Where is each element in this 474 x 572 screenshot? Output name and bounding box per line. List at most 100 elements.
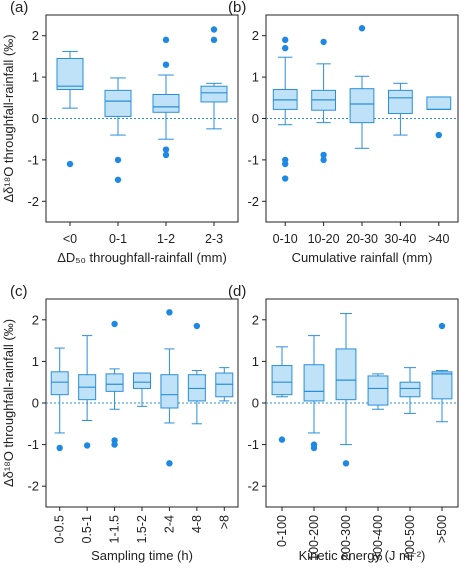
y-tick-label: 1 [252, 70, 259, 85]
box->8 [215, 367, 234, 402]
x-tick-label: 2-4 [162, 515, 176, 533]
iqr-box [104, 89, 132, 117]
outlier-point [166, 309, 173, 316]
x-tick-label: 300-400 [371, 515, 385, 561]
box-4-8 [187, 322, 206, 425]
outlier-point [320, 156, 327, 164]
box->500 [431, 322, 453, 423]
panel-d: -2 -1 0 1 2 0-100 100-200 200-300 300-400 400-500… [228, 283, 459, 563]
outlier-point [320, 151, 327, 159]
x-tick-label: 1.5-2 [135, 515, 149, 544]
outlier-point [66, 160, 74, 168]
outlier-point [111, 320, 118, 328]
x-tick-label: 1-2 [157, 232, 175, 246]
iqr-box [160, 374, 179, 409]
outlier-point [162, 151, 170, 159]
panel-label: (d) [228, 283, 246, 300]
outlier-point [162, 61, 170, 68]
y-tick-label: -2 [247, 194, 259, 209]
y-axis-title: Δδ¹⁸O throughfall-rainfall (‰) [1, 319, 16, 487]
box-<0 [56, 50, 84, 168]
outlier-point [435, 131, 442, 139]
outlier-point [162, 146, 170, 153]
x-axis-title: Cumulative rainfall (mm) [292, 250, 433, 265]
outlier-point [438, 322, 446, 330]
y-tick-label: 1 [32, 354, 39, 369]
box-10-20 [311, 38, 337, 164]
box-2-4 [160, 309, 179, 467]
iqr-box [50, 371, 69, 396]
outlier-point [114, 176, 122, 183]
x-tick-label: 200-300 [339, 515, 353, 561]
x-tick-label: 4-8 [190, 515, 204, 533]
box-1.5-2 [132, 372, 152, 407]
x-tick-label: 0-10 [273, 232, 298, 246]
x-tick-label: 1-1.5 [108, 515, 122, 544]
outlier-point [111, 441, 118, 448]
outlier-point [320, 38, 327, 46]
x-tick-label: >8 [217, 515, 231, 529]
box-0-1 [104, 77, 132, 183]
x-tick-label: >40 [428, 232, 449, 246]
panel-label: (b) [228, 0, 246, 16]
iqr-box [349, 88, 375, 124]
iqr-box [187, 374, 206, 402]
panel-label: (c) [10, 283, 28, 300]
box-200-300 [335, 313, 357, 467]
iqr-box [152, 93, 180, 113]
y-tick-label: -1 [247, 152, 259, 167]
iqr-box [132, 372, 152, 389]
panel-label: (a) [10, 0, 28, 16]
iqr-box [105, 373, 124, 392]
x-tick-label: <0 [63, 232, 77, 246]
y-tick-label: -1 [247, 437, 259, 452]
outlier-point [342, 460, 350, 467]
box-30-40 [387, 82, 413, 136]
outlier-point [282, 36, 289, 44]
x-tick-label: 400-500 [403, 515, 417, 561]
iqr-box [56, 57, 84, 91]
outlier-point [210, 36, 218, 44]
x-tick-label: 10-20 [308, 232, 340, 246]
box-20-30 [349, 25, 375, 149]
box-1-2 [152, 36, 180, 159]
y-tick-label: 1 [252, 354, 259, 369]
iqr-box [431, 371, 453, 400]
outlier-point [282, 44, 289, 52]
x-tick-label: 0-0.5 [53, 515, 67, 544]
outlier-point [162, 36, 170, 44]
outlier-point [166, 460, 173, 467]
box-0.5-1 [78, 335, 97, 449]
outlier-point [193, 322, 201, 330]
y-tick-label: 2 [32, 312, 39, 327]
x-axis-title: ΔD₅₀ throughfall-rainfall (mm) [57, 250, 227, 265]
x-tick-label: 30-40 [384, 232, 416, 246]
outlier-point [114, 156, 122, 164]
outlier-point [278, 436, 286, 443]
x-axis-title: Kinetic energy (J m⁻²) [299, 548, 426, 563]
y-tick-label: -2 [27, 479, 39, 494]
y-tick-label: 2 [252, 28, 259, 43]
box-0-10 [272, 36, 298, 182]
outlier-point [310, 444, 318, 452]
y-tick-label: 0 [32, 396, 39, 411]
box-0-0.5 [50, 347, 69, 452]
iqr-box [215, 372, 234, 398]
panel-b: -2 -1 0 1 2 0-10 10-20 20-30 30-40 >40 (b) Cumulati… [228, 0, 459, 265]
y-tick-label: 0 [252, 396, 259, 411]
panel-a: -2 -1 0 1 2 <0 0-1 1-2 2-3 (a) ΔD₅₀ throughfall-ra… [1, 0, 239, 265]
outlier-point [358, 25, 366, 32]
y-tick-label: 0 [32, 111, 39, 126]
x-tick-label: 0-100 [275, 515, 289, 547]
x-tick-label: 0.5-1 [80, 515, 94, 544]
box-1-1.5 [105, 320, 124, 448]
box-100-200 [303, 335, 325, 452]
iqr-box [303, 364, 325, 402]
x-tick-label: 0-1 [109, 232, 127, 246]
iqr-box [387, 89, 413, 115]
box->40 [426, 96, 452, 139]
outlier-point [282, 175, 289, 182]
iqr-box [335, 348, 357, 401]
iqr-box [399, 381, 421, 398]
y-tick-label: -1 [27, 152, 39, 167]
